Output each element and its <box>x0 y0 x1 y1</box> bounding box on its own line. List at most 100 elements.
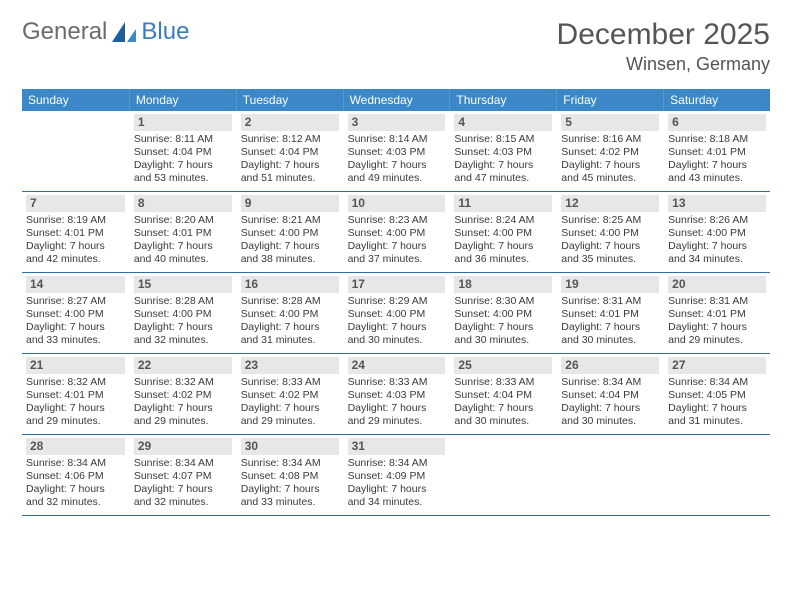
day-detail-line: Sunrise: 8:18 AM <box>668 133 766 146</box>
day-detail-line: and 30 minutes. <box>561 415 659 428</box>
day-details: Sunrise: 8:26 AMSunset: 4:00 PMDaylight:… <box>668 214 766 266</box>
day-detail-line: and 34 minutes. <box>668 253 766 266</box>
day-detail-line: Sunset: 4:00 PM <box>348 308 446 321</box>
day-detail-line: and 42 minutes. <box>26 253 125 266</box>
day-number: 14 <box>26 276 125 293</box>
day-details: Sunrise: 8:29 AMSunset: 4:00 PMDaylight:… <box>348 295 446 347</box>
day-detail-line: Sunset: 4:00 PM <box>241 227 339 240</box>
day-detail-line: Sunrise: 8:23 AM <box>348 214 446 227</box>
day-details: Sunrise: 8:12 AMSunset: 4:04 PMDaylight:… <box>241 133 339 185</box>
day-number: 16 <box>241 276 339 293</box>
day-number: 13 <box>668 195 766 212</box>
day-detail-line: and 37 minutes. <box>348 253 446 266</box>
day-detail-line: Daylight: 7 hours <box>348 402 446 415</box>
day-detail-line: Daylight: 7 hours <box>668 321 766 334</box>
day-detail-line: Sunrise: 8:33 AM <box>454 376 552 389</box>
day-detail-line: Sunrise: 8:27 AM <box>26 295 125 308</box>
day-details: Sunrise: 8:25 AMSunset: 4:00 PMDaylight:… <box>561 214 659 266</box>
day-detail-line: Sunrise: 8:28 AM <box>134 295 232 308</box>
day-cell <box>556 435 663 515</box>
sail-icon <box>111 21 137 43</box>
day-cell: 5Sunrise: 8:16 AMSunset: 4:02 PMDaylight… <box>556 111 663 191</box>
day-number: 15 <box>134 276 232 293</box>
day-detail-line: Sunrise: 8:25 AM <box>561 214 659 227</box>
day-detail-line: Daylight: 7 hours <box>26 402 125 415</box>
day-cell: 22Sunrise: 8:32 AMSunset: 4:02 PMDayligh… <box>129 354 236 434</box>
day-cell: 9Sunrise: 8:21 AMSunset: 4:00 PMDaylight… <box>236 192 343 272</box>
day-detail-line: Daylight: 7 hours <box>241 321 339 334</box>
day-detail-line: and 29 minutes. <box>134 415 232 428</box>
day-detail-line: Sunrise: 8:34 AM <box>348 457 446 470</box>
weekday-header: Monday <box>129 89 236 111</box>
day-detail-line: Daylight: 7 hours <box>348 483 446 496</box>
day-detail-line: Sunrise: 8:31 AM <box>561 295 659 308</box>
day-detail-line: Sunrise: 8:34 AM <box>134 457 232 470</box>
week-row: 1Sunrise: 8:11 AMSunset: 4:04 PMDaylight… <box>22 111 770 192</box>
day-detail-line: and 34 minutes. <box>348 496 446 509</box>
day-details: Sunrise: 8:30 AMSunset: 4:00 PMDaylight:… <box>454 295 552 347</box>
day-detail-line: and 43 minutes. <box>668 172 766 185</box>
month-title: December 2025 <box>557 18 770 52</box>
day-detail-line: and 49 minutes. <box>348 172 446 185</box>
day-number: 17 <box>348 276 446 293</box>
day-detail-line: and 33 minutes. <box>26 334 125 347</box>
day-cell: 24Sunrise: 8:33 AMSunset: 4:03 PMDayligh… <box>343 354 450 434</box>
day-detail-line: Sunset: 4:04 PM <box>134 146 232 159</box>
day-detail-line: Daylight: 7 hours <box>241 402 339 415</box>
day-detail-line: Daylight: 7 hours <box>134 321 232 334</box>
brand-text-blue: Blue <box>141 18 189 46</box>
day-detail-line: Sunrise: 8:34 AM <box>26 457 125 470</box>
day-detail-line: and 31 minutes. <box>668 415 766 428</box>
day-detail-line: Daylight: 7 hours <box>561 159 659 172</box>
day-detail-line: Sunset: 4:00 PM <box>454 308 552 321</box>
day-number: 23 <box>241 357 339 374</box>
day-detail-line: and 45 minutes. <box>561 172 659 185</box>
day-detail-line: and 32 minutes. <box>26 496 125 509</box>
day-details: Sunrise: 8:33 AMSunset: 4:03 PMDaylight:… <box>348 376 446 428</box>
day-number: 5 <box>561 114 659 131</box>
day-details: Sunrise: 8:34 AMSunset: 4:05 PMDaylight:… <box>668 376 766 428</box>
weekday-header: Saturday <box>663 89 770 111</box>
day-details: Sunrise: 8:34 AMSunset: 4:08 PMDaylight:… <box>241 457 339 509</box>
day-detail-line: and 30 minutes. <box>348 334 446 347</box>
day-detail-line: Daylight: 7 hours <box>668 402 766 415</box>
day-detail-line: and 29 minutes. <box>241 415 339 428</box>
day-cell: 3Sunrise: 8:14 AMSunset: 4:03 PMDaylight… <box>343 111 450 191</box>
day-number: 18 <box>454 276 552 293</box>
day-cell: 28Sunrise: 8:34 AMSunset: 4:06 PMDayligh… <box>22 435 129 515</box>
day-detail-line: Sunrise: 8:31 AM <box>668 295 766 308</box>
day-detail-line: Daylight: 7 hours <box>134 240 232 253</box>
day-cell <box>663 435 770 515</box>
page-header: General Blue December 2025 Winsen, Germa… <box>22 18 770 75</box>
day-detail-line: Sunrise: 8:33 AM <box>348 376 446 389</box>
day-detail-line: Daylight: 7 hours <box>26 483 125 496</box>
day-detail-line: Sunrise: 8:11 AM <box>134 133 232 146</box>
day-detail-line: and 36 minutes. <box>454 253 552 266</box>
weekday-header: Tuesday <box>236 89 343 111</box>
day-detail-line: Sunset: 4:04 PM <box>561 389 659 402</box>
day-detail-line: Sunset: 4:00 PM <box>561 227 659 240</box>
day-detail-line: Sunset: 4:01 PM <box>26 227 125 240</box>
day-details: Sunrise: 8:32 AMSunset: 4:01 PMDaylight:… <box>26 376 125 428</box>
day-detail-line: Daylight: 7 hours <box>134 159 232 172</box>
day-detail-line: Daylight: 7 hours <box>454 402 552 415</box>
day-detail-line: Sunrise: 8:20 AM <box>134 214 232 227</box>
week-row: 7Sunrise: 8:19 AMSunset: 4:01 PMDaylight… <box>22 192 770 273</box>
location-title: Winsen, Germany <box>557 54 770 75</box>
day-detail-line: Sunrise: 8:21 AM <box>241 214 339 227</box>
day-cell: 7Sunrise: 8:19 AMSunset: 4:01 PMDaylight… <box>22 192 129 272</box>
day-detail-line: and 29 minutes. <box>26 415 125 428</box>
day-details: Sunrise: 8:28 AMSunset: 4:00 PMDaylight:… <box>241 295 339 347</box>
day-detail-line: and 32 minutes. <box>134 334 232 347</box>
day-cell: 16 Sunrise: 8:28 AMSunset: 4:00 PMDayligh… <box>236 273 343 353</box>
day-detail-line: Daylight: 7 hours <box>26 321 125 334</box>
day-detail-line: Sunset: 4:01 PM <box>561 308 659 321</box>
day-details: Sunrise: 8:31 AMSunset: 4:01 PMDaylight:… <box>668 295 766 347</box>
day-number: 31 <box>348 438 446 455</box>
day-detail-line: Sunrise: 8:26 AM <box>668 214 766 227</box>
day-cell: 8Sunrise: 8:20 AMSunset: 4:01 PMDaylight… <box>129 192 236 272</box>
day-detail-line: Sunset: 4:00 PM <box>668 227 766 240</box>
day-detail-line: Daylight: 7 hours <box>134 483 232 496</box>
day-number: 28 <box>26 438 125 455</box>
day-detail-line: Daylight: 7 hours <box>668 240 766 253</box>
